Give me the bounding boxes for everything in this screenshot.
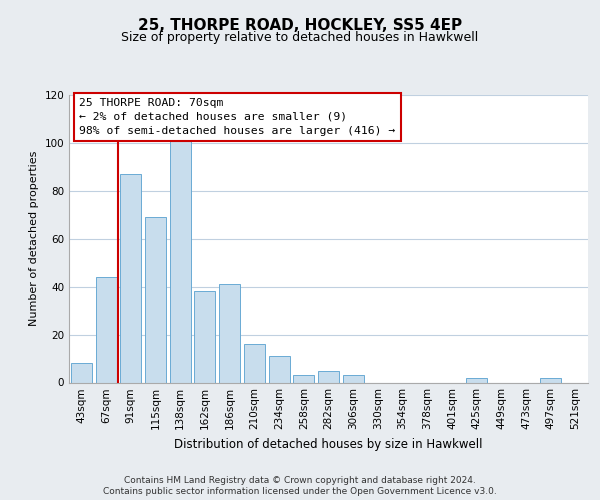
Bar bbox=[541, 378, 562, 382]
Bar bbox=[95, 277, 116, 382]
Bar bbox=[71, 364, 92, 382]
Bar bbox=[293, 376, 314, 382]
Text: Contains HM Land Registry data © Crown copyright and database right 2024.: Contains HM Land Registry data © Crown c… bbox=[124, 476, 476, 485]
Bar bbox=[269, 356, 290, 382]
X-axis label: Distribution of detached houses by size in Hawkwell: Distribution of detached houses by size … bbox=[174, 438, 483, 451]
Text: Size of property relative to detached houses in Hawkwell: Size of property relative to detached ho… bbox=[121, 31, 479, 44]
Bar bbox=[466, 378, 487, 382]
Bar bbox=[343, 376, 364, 382]
Bar bbox=[318, 370, 339, 382]
Bar bbox=[244, 344, 265, 383]
Y-axis label: Number of detached properties: Number of detached properties bbox=[29, 151, 39, 326]
Text: Contains public sector information licensed under the Open Government Licence v3: Contains public sector information licen… bbox=[103, 487, 497, 496]
Text: 25 THORPE ROAD: 70sqm
← 2% of detached houses are smaller (9)
98% of semi-detach: 25 THORPE ROAD: 70sqm ← 2% of detached h… bbox=[79, 98, 395, 136]
Bar bbox=[120, 174, 141, 382]
Text: 25, THORPE ROAD, HOCKLEY, SS5 4EP: 25, THORPE ROAD, HOCKLEY, SS5 4EP bbox=[138, 18, 462, 32]
Bar bbox=[145, 217, 166, 382]
Bar bbox=[194, 292, 215, 382]
Bar bbox=[170, 140, 191, 382]
Bar bbox=[219, 284, 240, 382]
